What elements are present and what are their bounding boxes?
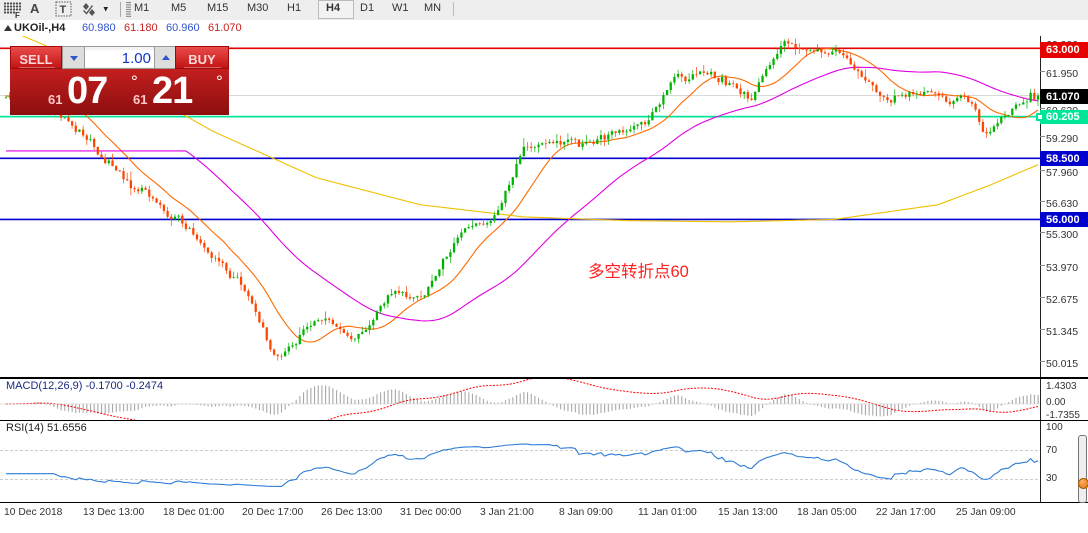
svg-text:多空转折点60: 多空转折点60 xyxy=(588,262,689,281)
svg-text:F: F xyxy=(15,11,20,18)
svg-text:T: T xyxy=(60,4,67,16)
